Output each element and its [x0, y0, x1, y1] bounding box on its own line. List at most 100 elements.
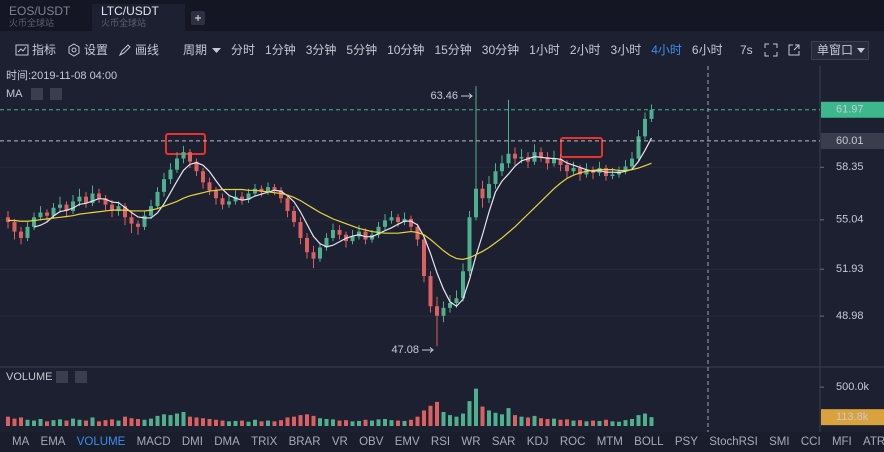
- candle-body: [201, 171, 205, 183]
- volume-bar: [188, 416, 192, 426]
- volume-bar: [376, 419, 381, 426]
- volume-bar: [493, 412, 498, 426]
- period-label[interactable]: 周期: [183, 43, 208, 57]
- indicator-tab[interactable]: SMI: [769, 436, 790, 448]
- candle-body: [116, 206, 121, 211]
- period-button[interactable]: 30分钟: [481, 43, 520, 57]
- volume-bar: [454, 416, 459, 426]
- tab[interactable]: EOS/USDT 火币全球站: [0, 4, 90, 31]
- indicator-tab[interactable]: PSY: [674, 436, 698, 448]
- indicator-tab[interactable]: TRIX: [251, 436, 278, 448]
- candle-body: [571, 168, 576, 172]
- candle-body: [636, 136, 641, 159]
- volume-bar: [51, 420, 56, 426]
- volume-bar: [279, 420, 283, 426]
- indicator-tab[interactable]: OBV: [359, 436, 384, 448]
- candle-body: [545, 156, 550, 164]
- candle-body: [435, 306, 439, 316]
- tool-button[interactable]: 指标: [32, 43, 57, 57]
- period-button[interactable]: 2小时: [569, 43, 601, 57]
- indicator-tab[interactable]: BRAR: [288, 436, 321, 448]
- indicator-tab[interactable]: VOLUME: [76, 436, 126, 448]
- price-marker: [821, 101, 884, 118]
- indicator-tab[interactable]: StochRSI: [709, 436, 758, 448]
- volume-bar: [38, 419, 43, 426]
- popout-icon[interactable]: [787, 43, 801, 57]
- candle-body: [331, 230, 335, 238]
- candle-body: [227, 201, 231, 205]
- indicator-tab[interactable]: EMV: [394, 436, 420, 448]
- close-icon[interactable]: [75, 371, 87, 383]
- settings-icon[interactable]: [56, 371, 68, 383]
- volume-bar: [116, 420, 121, 426]
- volume-bar: [246, 421, 251, 426]
- volume-bar: [363, 419, 368, 426]
- close-icon[interactable]: [50, 88, 62, 100]
- fullscreen-icon[interactable]: [764, 43, 778, 57]
- indicator-tab[interactable]: DMA: [214, 436, 240, 448]
- y-tick-label: 58.35: [836, 161, 864, 173]
- period-button[interactable]: 1分钟: [265, 43, 296, 57]
- candle-body: [409, 218, 413, 227]
- period-button[interactable]: 3分钟: [305, 43, 337, 57]
- period-list: 分时 1分钟 3分钟 5分钟 10分钟 15分钟 30分钟 1小时 2小时 3小时 4小时 6小时: [231, 43, 723, 57]
- candle-body: [422, 239, 426, 277]
- indicator-tab[interactable]: WR: [461, 436, 481, 448]
- volume-bar: [292, 416, 296, 426]
- period-button[interactable]: 5分钟: [346, 43, 378, 57]
- indicator-tab[interactable]: MFI: [831, 436, 852, 448]
- period-button[interactable]: 6小时: [691, 43, 723, 57]
- indicator-tab[interactable]: MACD: [136, 436, 171, 448]
- add-tab-button[interactable]: [191, 11, 205, 25]
- period-button[interactable]: 10分钟: [387, 43, 425, 57]
- period-button[interactable]: 1小时: [529, 43, 560, 57]
- indicator-tab[interactable]: ROC: [559, 436, 586, 448]
- volume-bar: [201, 418, 205, 426]
- volume-bar: [324, 419, 329, 426]
- tab-symbol: EOS/USDT: [9, 4, 71, 18]
- candle-body: [142, 215, 147, 227]
- candle-body: [454, 298, 459, 304]
- candle-body: [363, 231, 368, 240]
- volume-bar: [396, 420, 400, 426]
- indicator-tab[interactable]: VR: [331, 436, 348, 448]
- volume-bar: [409, 419, 413, 426]
- tab[interactable]: LTC/USDT 火币全球站: [92, 4, 185, 31]
- indicator-tab[interactable]: DMI: [181, 436, 203, 448]
- tool-button[interactable]: 设置: [84, 43, 109, 57]
- indicator-tab[interactable]: RSI: [430, 436, 451, 448]
- indicator-tab[interactable]: KDJ: [526, 436, 549, 448]
- period-button[interactable]: 分时: [231, 43, 256, 57]
- indicator-tab[interactable]: BOLL: [634, 436, 664, 448]
- highlight-box: [560, 137, 603, 158]
- indicator-tab[interactable]: EMA: [40, 436, 66, 448]
- volume-bar: [285, 417, 290, 426]
- indicator-tab[interactable]: SAR: [491, 436, 516, 448]
- candle-body: [506, 153, 511, 164]
- candle-body: [123, 206, 127, 218]
- candle-body: [259, 188, 264, 192]
- volume-bar: [194, 417, 199, 426]
- candle-body: [337, 230, 342, 235]
- candle-body: [155, 191, 160, 207]
- tool-button[interactable]: 画线: [135, 43, 160, 57]
- indicator-tab[interactable]: MTM: [596, 436, 623, 448]
- refresh-interval[interactable]: 7s: [740, 43, 753, 57]
- window-mode-button[interactable]: 单窗口: [811, 41, 869, 60]
- tab-bar: EOS/USDT 火币全球站 LTC/USDT 火币全球站: [0, 0, 884, 31]
- period-button[interactable]: 3小时: [610, 43, 642, 57]
- volume-bar: [415, 416, 420, 426]
- volume-bar: [435, 401, 439, 426]
- indicator-tab[interactable]: MA: [12, 436, 30, 448]
- indicator-tab[interactable]: CCI: [800, 436, 821, 448]
- candle-body: [136, 223, 140, 227]
- toolbar: 指标 设置 画线 周期 分时 1分钟 3分钟 5分钟 10分钟 15分钟 30分钟 1小时 2小…: [0, 31, 884, 67]
- volume-bar: [389, 420, 394, 426]
- candle-body: [233, 196, 238, 202]
- settings-icon[interactable]: [31, 88, 43, 100]
- period-button[interactable]: 15分钟: [434, 43, 472, 57]
- period-button[interactable]: 4小时: [651, 43, 682, 57]
- candle-body: [6, 217, 10, 223]
- indicator-tab[interactable]: ATR: [863, 436, 884, 448]
